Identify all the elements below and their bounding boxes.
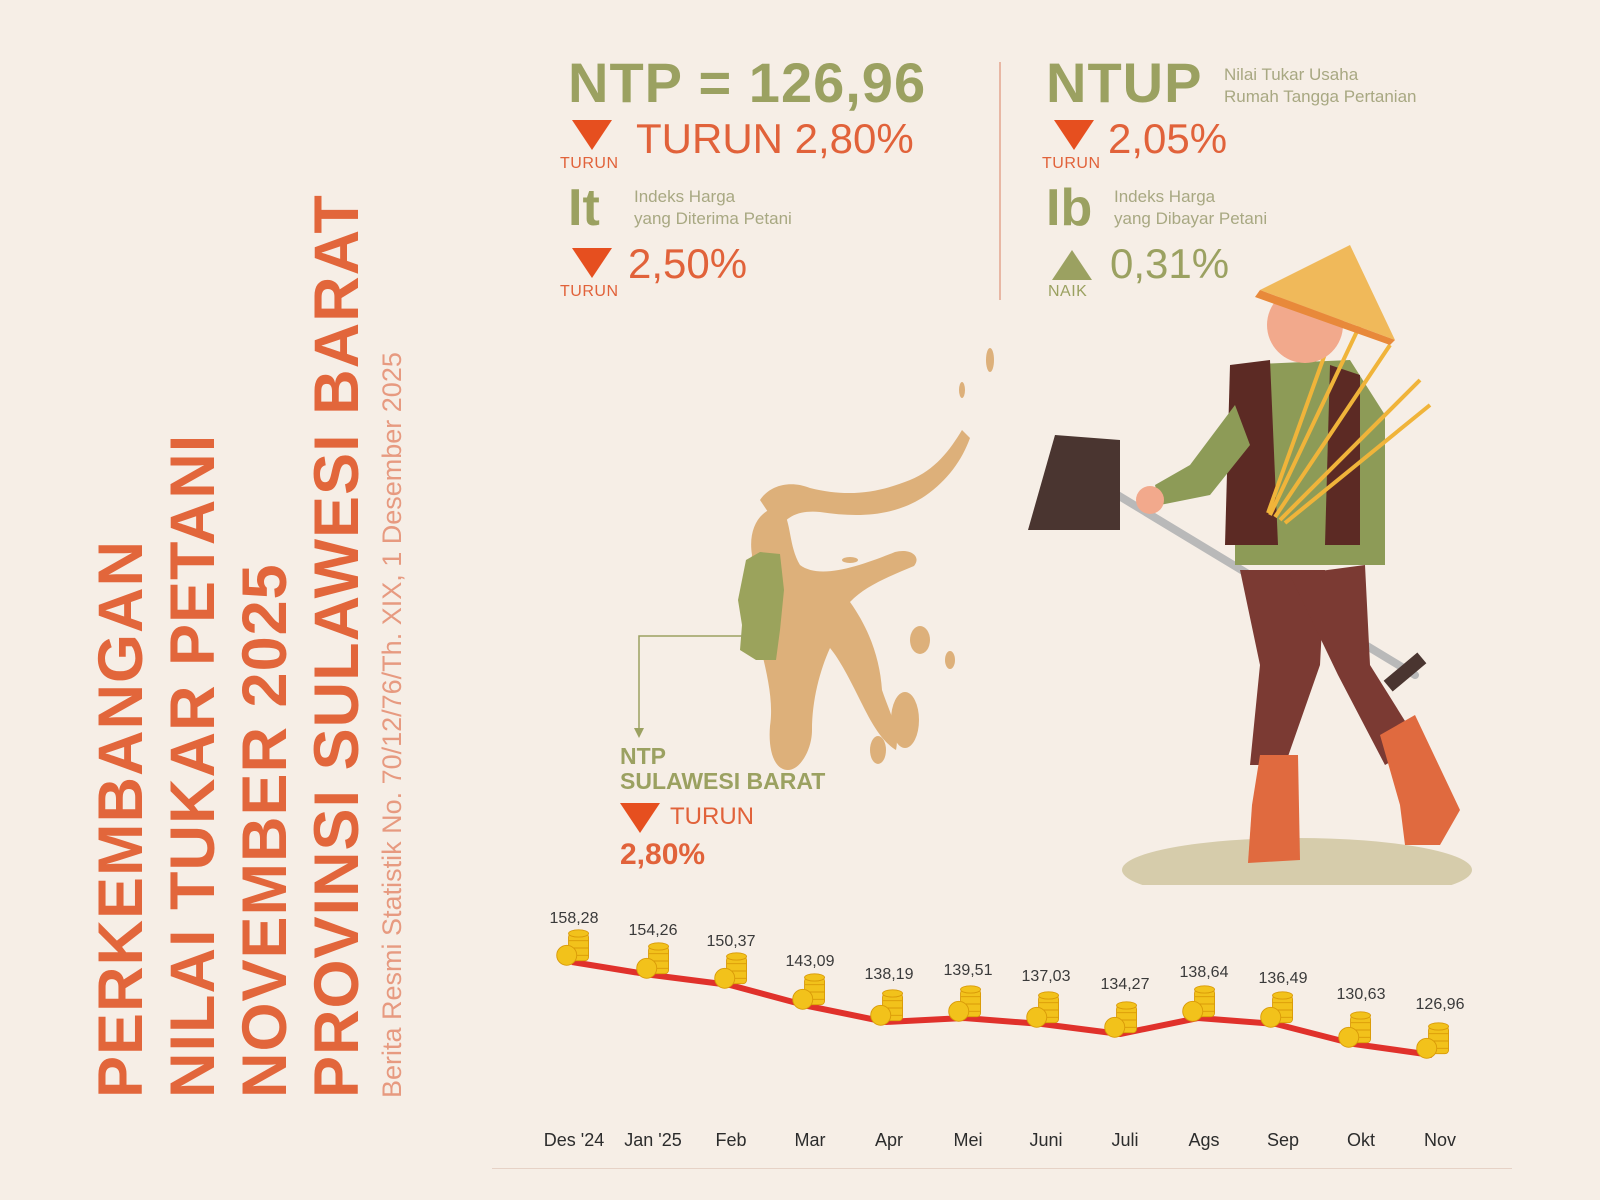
it-abbr: It bbox=[568, 179, 600, 237]
ib-description: Indeks Harga yang Dibayar Petani bbox=[1114, 186, 1267, 230]
value-label: 134,27 bbox=[1100, 976, 1150, 993]
x-axis-label: Okt bbox=[1346, 1130, 1376, 1150]
value-label: 158,28 bbox=[549, 910, 599, 927]
ntup-abbr: NTUP bbox=[1046, 51, 1203, 114]
ntp-change: TURUN 2,80% bbox=[636, 115, 914, 162]
x-axis-label: Jan '25 bbox=[624, 1130, 682, 1150]
down-arrow-icon bbox=[1054, 120, 1094, 150]
ib-direction-label: NAIK bbox=[1048, 283, 1088, 300]
x-axis-label: Juli bbox=[1111, 1130, 1139, 1150]
up-arrow-icon bbox=[1052, 250, 1092, 280]
coin-stack-icon bbox=[714, 952, 747, 989]
ntup-direction-label: TURUN bbox=[1042, 155, 1101, 172]
x-axis-label: Apr bbox=[874, 1130, 904, 1150]
coin-stack-icon bbox=[948, 985, 981, 1022]
x-axis-label: Mar bbox=[794, 1130, 826, 1150]
x-axis-label: Juni bbox=[1029, 1130, 1063, 1150]
down-arrow-icon bbox=[572, 248, 612, 278]
x-axis-label: Feb bbox=[715, 1130, 747, 1150]
x-axis-label: Des '24 bbox=[543, 1130, 605, 1150]
ntp-headline: NTP = 126,96 bbox=[568, 51, 927, 114]
value-label: 138,19 bbox=[864, 966, 914, 983]
coin-stack-icon bbox=[1182, 985, 1215, 1022]
coin-stack-icon bbox=[636, 942, 669, 979]
value-label: 154,26 bbox=[628, 922, 678, 939]
x-axis-label: Nov bbox=[1423, 1130, 1457, 1150]
divider bbox=[999, 62, 1001, 300]
it-change: 2,50% bbox=[628, 240, 748, 287]
ib-abbr: Ib bbox=[1046, 179, 1093, 237]
value-label: 136,49 bbox=[1258, 970, 1308, 987]
x-axis-label: Sep bbox=[1266, 1130, 1300, 1150]
callout-connector bbox=[634, 635, 745, 738]
it-desc-line-1: Indeks Harga bbox=[634, 187, 736, 206]
it-desc-line-2: yang Diterima Petani bbox=[634, 209, 792, 228]
ntup-desc-line-1: Nilai Tukar Usaha bbox=[1224, 65, 1359, 84]
value-label: 130,63 bbox=[1336, 986, 1386, 1003]
coin-stack-icon bbox=[1338, 1011, 1371, 1048]
ib-desc-line-2: yang Dibayar Petani bbox=[1114, 209, 1268, 228]
down-arrow-icon bbox=[572, 120, 612, 150]
sulawesi-map bbox=[738, 348, 994, 770]
value-label: 137,03 bbox=[1021, 968, 1071, 985]
coin-stack-icon bbox=[792, 973, 825, 1010]
coin-stack-icon bbox=[1104, 1001, 1137, 1038]
x-axis-label: Mei bbox=[953, 1130, 983, 1150]
ntup-desc-line-2: Rumah Tangga Pertanian bbox=[1224, 87, 1417, 106]
coin-stack-icon bbox=[1260, 991, 1293, 1028]
map-callout-change: 2,80% bbox=[620, 838, 706, 871]
map-callout-line-2: SULAWESI BARAT bbox=[620, 768, 826, 794]
map-callout-direction: TURUN bbox=[670, 803, 754, 830]
ib-desc-line-1: Indeks Harga bbox=[1114, 187, 1216, 206]
coin-stack-icon bbox=[870, 989, 903, 1026]
value-label: 138,64 bbox=[1179, 964, 1229, 981]
x-axis-label: Ags bbox=[1188, 1130, 1220, 1150]
ntp-direction-label: TURUN bbox=[560, 155, 619, 172]
value-label: 150,37 bbox=[706, 933, 756, 950]
map-callout-title: NTP SULAWESI BARAT bbox=[620, 744, 825, 794]
coin-stack-icon bbox=[556, 929, 589, 966]
chart-baseline bbox=[492, 1168, 1512, 1169]
coin-stack-icon bbox=[1026, 991, 1059, 1028]
ntup-change: 2,05% bbox=[1108, 115, 1228, 162]
ib-change: 0,31% bbox=[1110, 240, 1230, 287]
value-label: 126,96 bbox=[1415, 996, 1465, 1013]
map-callout-line-1: NTP bbox=[620, 743, 666, 769]
down-arrow-icon bbox=[620, 803, 660, 833]
ntup-description: Nilai Tukar Usaha Rumah Tangga Pertanian bbox=[1224, 64, 1417, 108]
farmer-illustration bbox=[1028, 245, 1472, 885]
coin-stack-icon bbox=[1416, 1022, 1449, 1059]
value-label: 139,51 bbox=[943, 962, 993, 979]
value-label: 143,09 bbox=[785, 953, 835, 970]
it-direction-label: TURUN bbox=[560, 283, 619, 300]
it-description: Indeks Harga yang Diterima Petani bbox=[634, 186, 792, 230]
